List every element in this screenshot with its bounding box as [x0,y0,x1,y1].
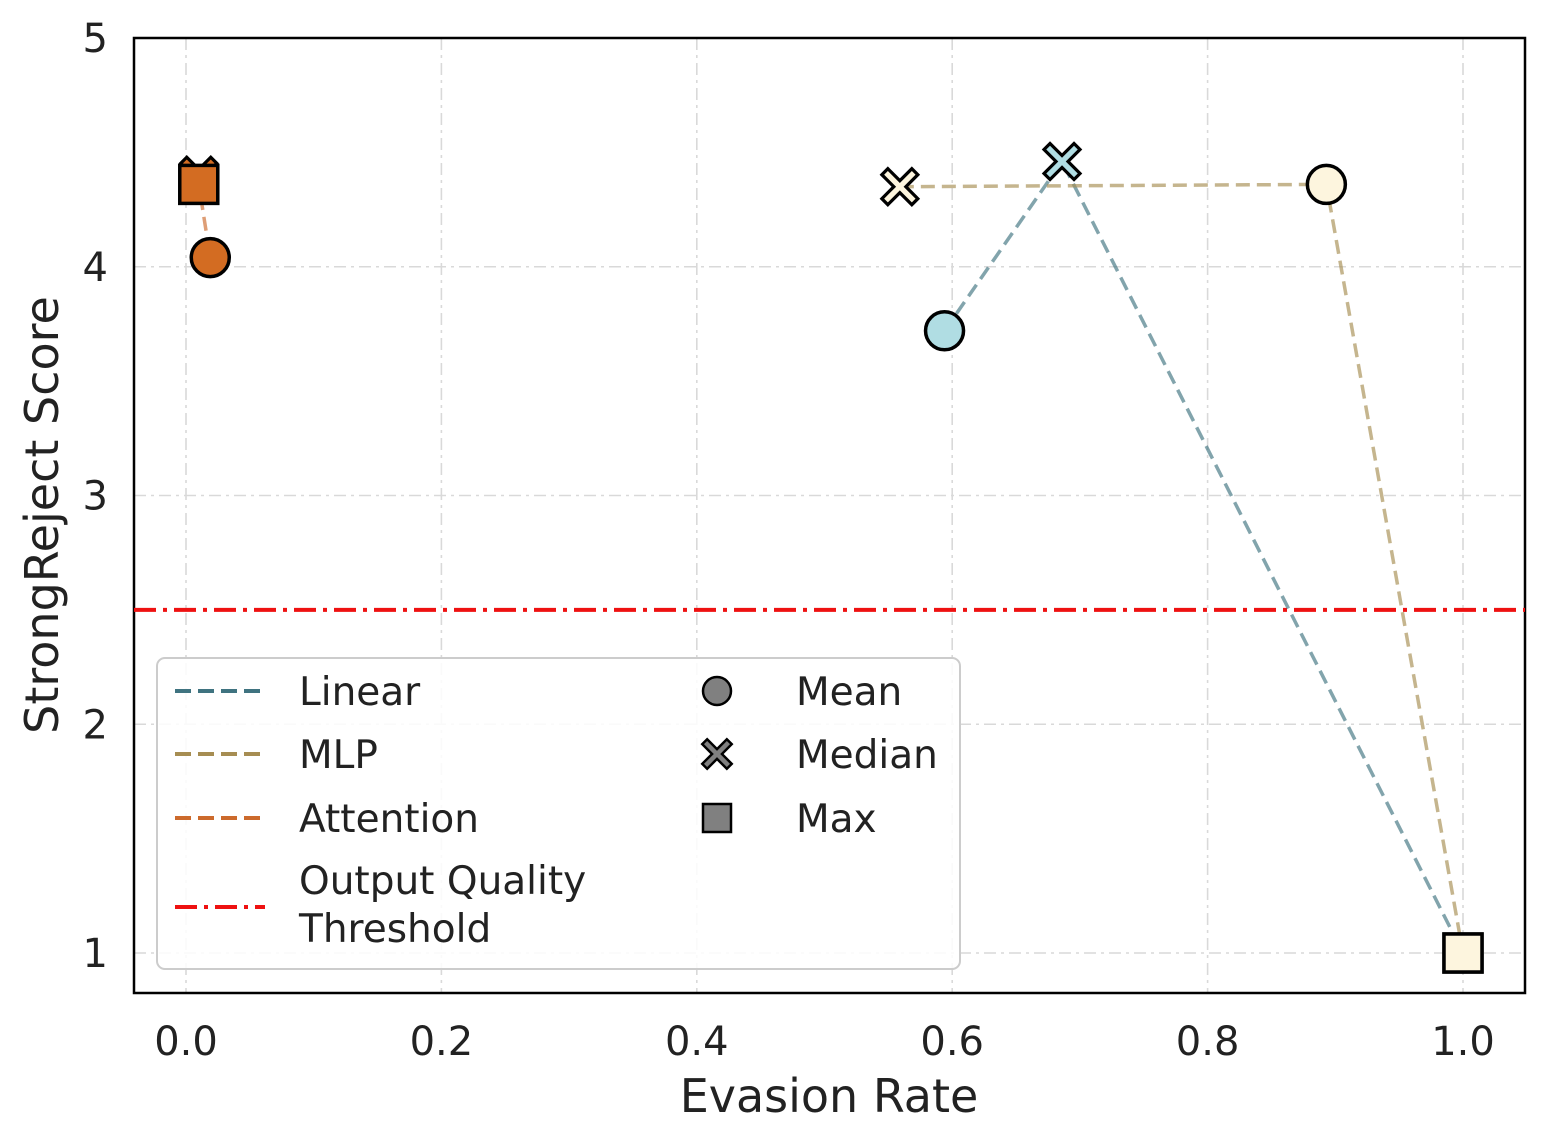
y-axis-title: StrongReject Score [15,296,69,734]
legend-label-mlp: MLP [299,733,378,778]
marker-attention-mean [189,236,232,279]
x-tick-label-0.8: 0.8 [1176,1019,1240,1065]
marker-mlp-mean [1305,163,1348,206]
series-line-linear [943,158,1465,954]
y-tick-label-2: 2 [83,702,108,748]
ticks: 0.0 0.2 0.4 0.6 0.8 1.0 1 2 3 4 5 [83,16,1495,1065]
series-markers [178,141,1484,974]
series-line-mlp [899,182,1465,954]
x-tick-label-0.0: 0.0 [154,1019,218,1065]
y-tick-label-5: 5 [83,16,108,62]
x-tick-label-0.6: 0.6 [920,1019,984,1065]
legend-label-attention: Attention [299,797,479,842]
marker-linear-median [1041,141,1083,182]
marker-mlp-max [1442,932,1484,974]
legend-box [156,657,961,970]
marker-mlp-median [879,166,921,207]
marker-linear-mean [923,310,966,352]
legend-label-threshold-line1: Output Quality [299,859,586,904]
legend-label-max: Max [796,797,877,842]
y-tick-label-3: 3 [83,474,108,520]
x-tick-label-0.2: 0.2 [410,1019,474,1065]
legend-median-marker [700,737,734,771]
legend-label-mean: Mean [796,670,902,715]
x-tick-label-0.4: 0.4 [665,1019,729,1065]
legend-max-marker [701,802,733,834]
legend: Linear MLP Attention Output Quality Thre… [156,657,961,970]
y-tick-label-1: 1 [83,931,108,977]
legend-label-threshold-line2: Threshold [298,907,491,952]
x-axis-title: Evasion Rate [680,1069,979,1123]
x-tick-label-1.0: 1.0 [1431,1019,1495,1065]
legend-label-linear: Linear [299,670,421,715]
legend-mean-marker [701,675,733,707]
marker-attention-max [178,163,220,206]
plot-frame [132,36,1527,995]
y-tick-label-4: 4 [83,245,108,291]
legend-label-median: Median [796,733,938,778]
